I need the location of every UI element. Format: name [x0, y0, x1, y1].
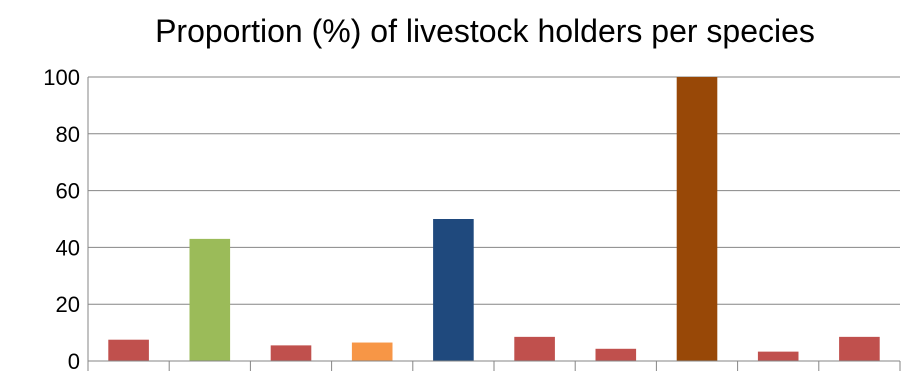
bar-8	[676, 77, 718, 361]
y-tick-label-60: 60	[56, 179, 80, 204]
bar-9	[757, 351, 799, 361]
bars	[108, 77, 880, 361]
bar-4	[351, 342, 393, 361]
chart-title: Proportion (%) of livestock holders per …	[155, 13, 815, 49]
y-axis-tick-labels: 0 20 40 60 80 100	[43, 65, 80, 371]
y-tick-label-20: 20	[56, 292, 80, 317]
y-tick-label-80: 80	[56, 122, 80, 147]
bar-7	[595, 348, 637, 361]
y-tick-label-100: 100	[43, 65, 80, 90]
bar-3	[270, 345, 312, 361]
bar-1	[108, 339, 149, 361]
bar-6	[514, 336, 555, 361]
y-tick-label-40: 40	[56, 235, 80, 260]
bar-2	[189, 238, 231, 361]
bar-5	[433, 219, 474, 361]
y-tick-label-0: 0	[68, 349, 80, 371]
axes	[87, 77, 901, 371]
bar-10	[839, 336, 880, 361]
